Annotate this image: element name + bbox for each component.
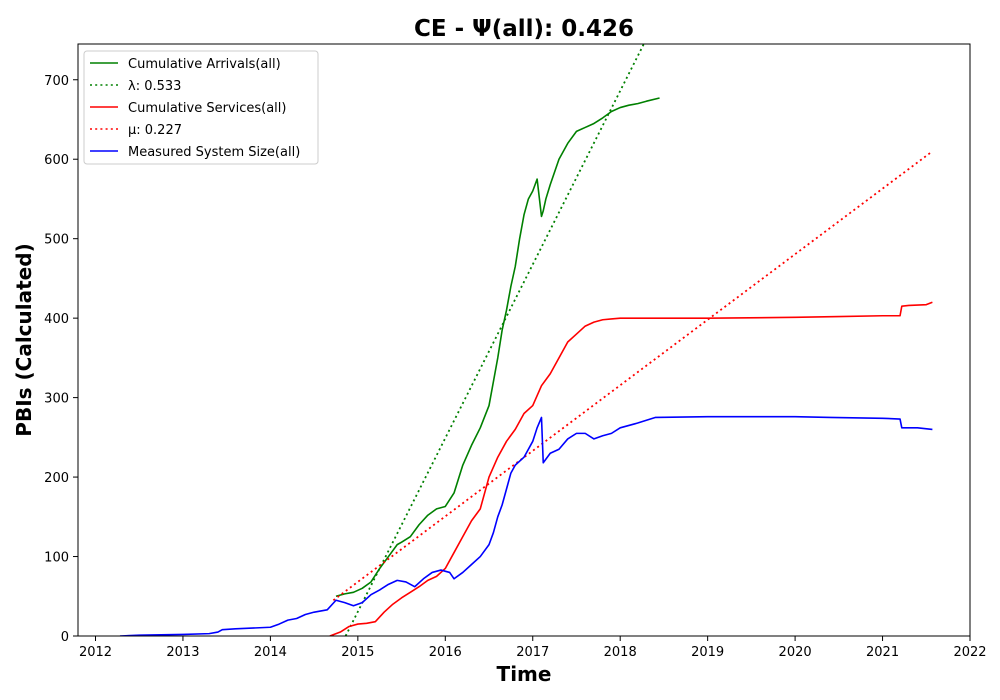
y-tick-label: 0 xyxy=(61,630,69,645)
series-services-line xyxy=(329,301,933,636)
x-tick-label: 2020 xyxy=(779,645,812,660)
y-axis-title: PBIs (Calculated) xyxy=(12,243,36,436)
x-axis: 2012 2013 2014 2015 2016 2017 2018 2019 2020 2021… xyxy=(79,636,987,660)
legend-label-services-line: Cumulative Services(all) xyxy=(128,101,286,116)
x-tick-label: 2013 xyxy=(166,645,199,660)
y-tick-label: 400 xyxy=(44,312,69,327)
y-tick-label: 100 xyxy=(44,551,69,566)
legend: Cumulative Arrivals(all) λ: 0.533 Cumulati… xyxy=(83,50,319,165)
series-system-size-line xyxy=(119,415,933,636)
x-tick-label: 2012 xyxy=(79,645,112,660)
y-tick-label: 500 xyxy=(44,233,69,248)
y-axis: 0 100 200 300 400 500 600 700 xyxy=(44,74,78,645)
y-tick-label: 200 xyxy=(44,471,69,486)
x-tick-label: 2017 xyxy=(516,645,549,660)
legend-label-arrivals-line: Cumulative Arrivals(all) xyxy=(128,57,281,72)
series-arrivals-line xyxy=(335,97,660,598)
plot-frame xyxy=(77,43,971,637)
legend-box xyxy=(83,50,319,165)
chart-title: CE - Ψ(all): 0.426 xyxy=(414,16,634,42)
series-lambda-line xyxy=(344,44,645,636)
x-tick-label: 2014 xyxy=(254,645,287,660)
y-tick-label: 700 xyxy=(44,74,69,89)
x-axis-title: Time xyxy=(497,662,552,686)
series-layer xyxy=(119,44,933,636)
y-tick-label: 300 xyxy=(44,392,69,407)
legend-label-system-size-line: Measured System Size(all) xyxy=(128,145,300,160)
x-tick-label: 2016 xyxy=(429,645,462,660)
y-tick-label: 600 xyxy=(44,153,69,168)
legend-label-lambda-line: λ: 0.533 xyxy=(128,79,181,94)
x-tick-label: 2018 xyxy=(604,645,637,660)
x-tick-label: 2021 xyxy=(866,645,899,660)
x-tick-label: 2022 xyxy=(953,645,986,660)
x-tick-label: 2019 xyxy=(691,645,724,660)
x-tick-label: 2015 xyxy=(341,645,374,660)
legend-label-mu-line: μ: 0.227 xyxy=(128,123,182,138)
